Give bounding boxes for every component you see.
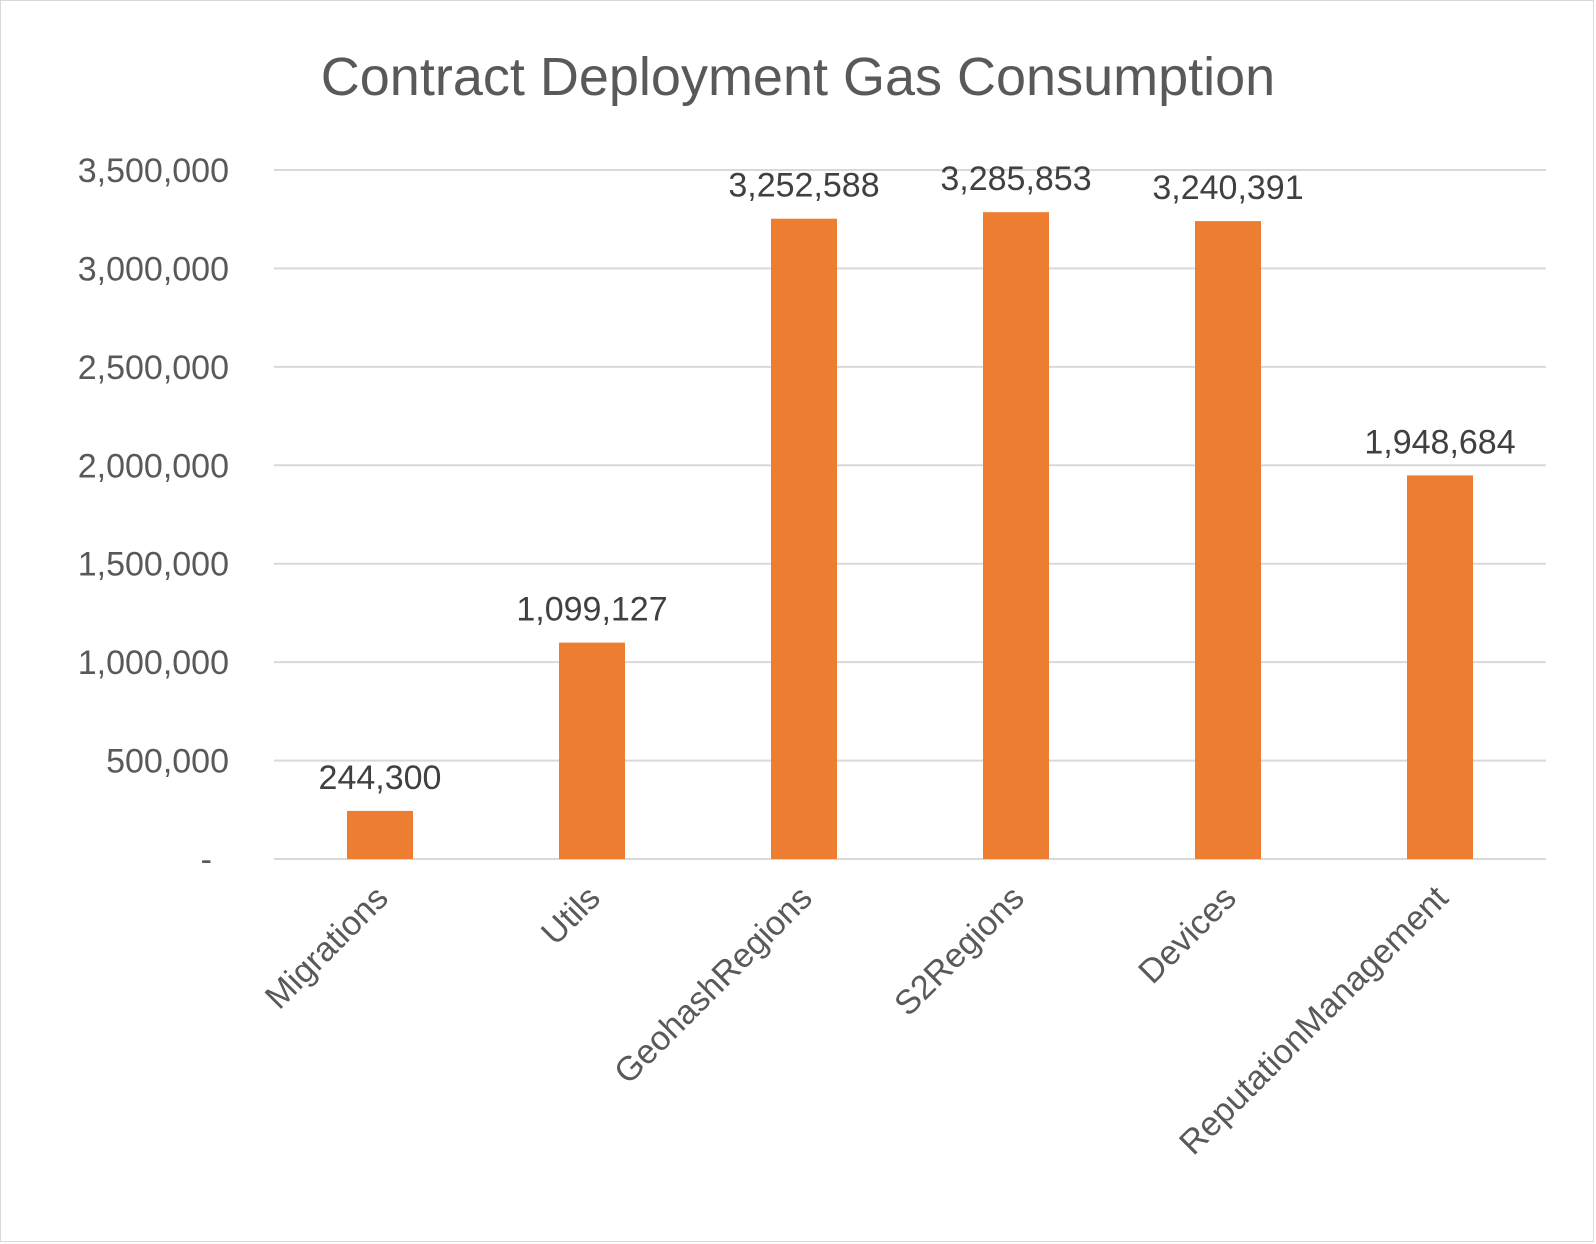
bar-geohashregions [771, 218, 837, 859]
chart-title: Contract Deployment Gas Consumption [321, 47, 1275, 107]
y-tick-label: 1,000,000 [78, 644, 229, 682]
category-label: GeohashRegions [607, 879, 820, 1092]
y-tick-label: 3,000,000 [78, 250, 229, 288]
y-tick-label: - [201, 841, 212, 879]
data-label: 244,300 [319, 759, 442, 797]
category-label: Migrations [258, 879, 396, 1017]
y-axis-tick-labels: - 500,000 1,000,000 1,500,000 2,000,000 2,500… [78, 152, 229, 879]
data-label: 1,948,684 [1364, 423, 1515, 461]
category-label: Utils [534, 879, 608, 953]
bar-s2regions [983, 212, 1049, 859]
y-tick-label: 2,000,000 [78, 447, 229, 485]
bar-devices [1195, 221, 1261, 859]
category-label: S2Regions [887, 879, 1031, 1023]
data-label: 3,240,391 [1152, 169, 1303, 207]
data-labels: 244,300 1,099,127 3,252,588 3,285,853 3,240,… [319, 160, 1516, 797]
bar-migrations [347, 810, 413, 859]
bars [347, 212, 1473, 859]
category-label: Devices [1131, 879, 1243, 991]
y-tick-label: 2,500,000 [78, 349, 229, 387]
y-tick-label: 1,500,000 [78, 546, 229, 584]
bar-utils [559, 642, 625, 859]
data-label: 3,252,588 [728, 167, 879, 205]
y-tick-label: 3,500,000 [78, 152, 229, 190]
gridlines [274, 169, 1546, 860]
bar-reputationmanagement [1407, 475, 1473, 859]
y-tick-label: 500,000 [106, 743, 229, 781]
data-label: 1,099,127 [516, 591, 667, 629]
data-label: 3,285,853 [940, 160, 1091, 198]
category-labels: Migrations Utils GeohashRegions S2Regions De… [258, 878, 1456, 1162]
